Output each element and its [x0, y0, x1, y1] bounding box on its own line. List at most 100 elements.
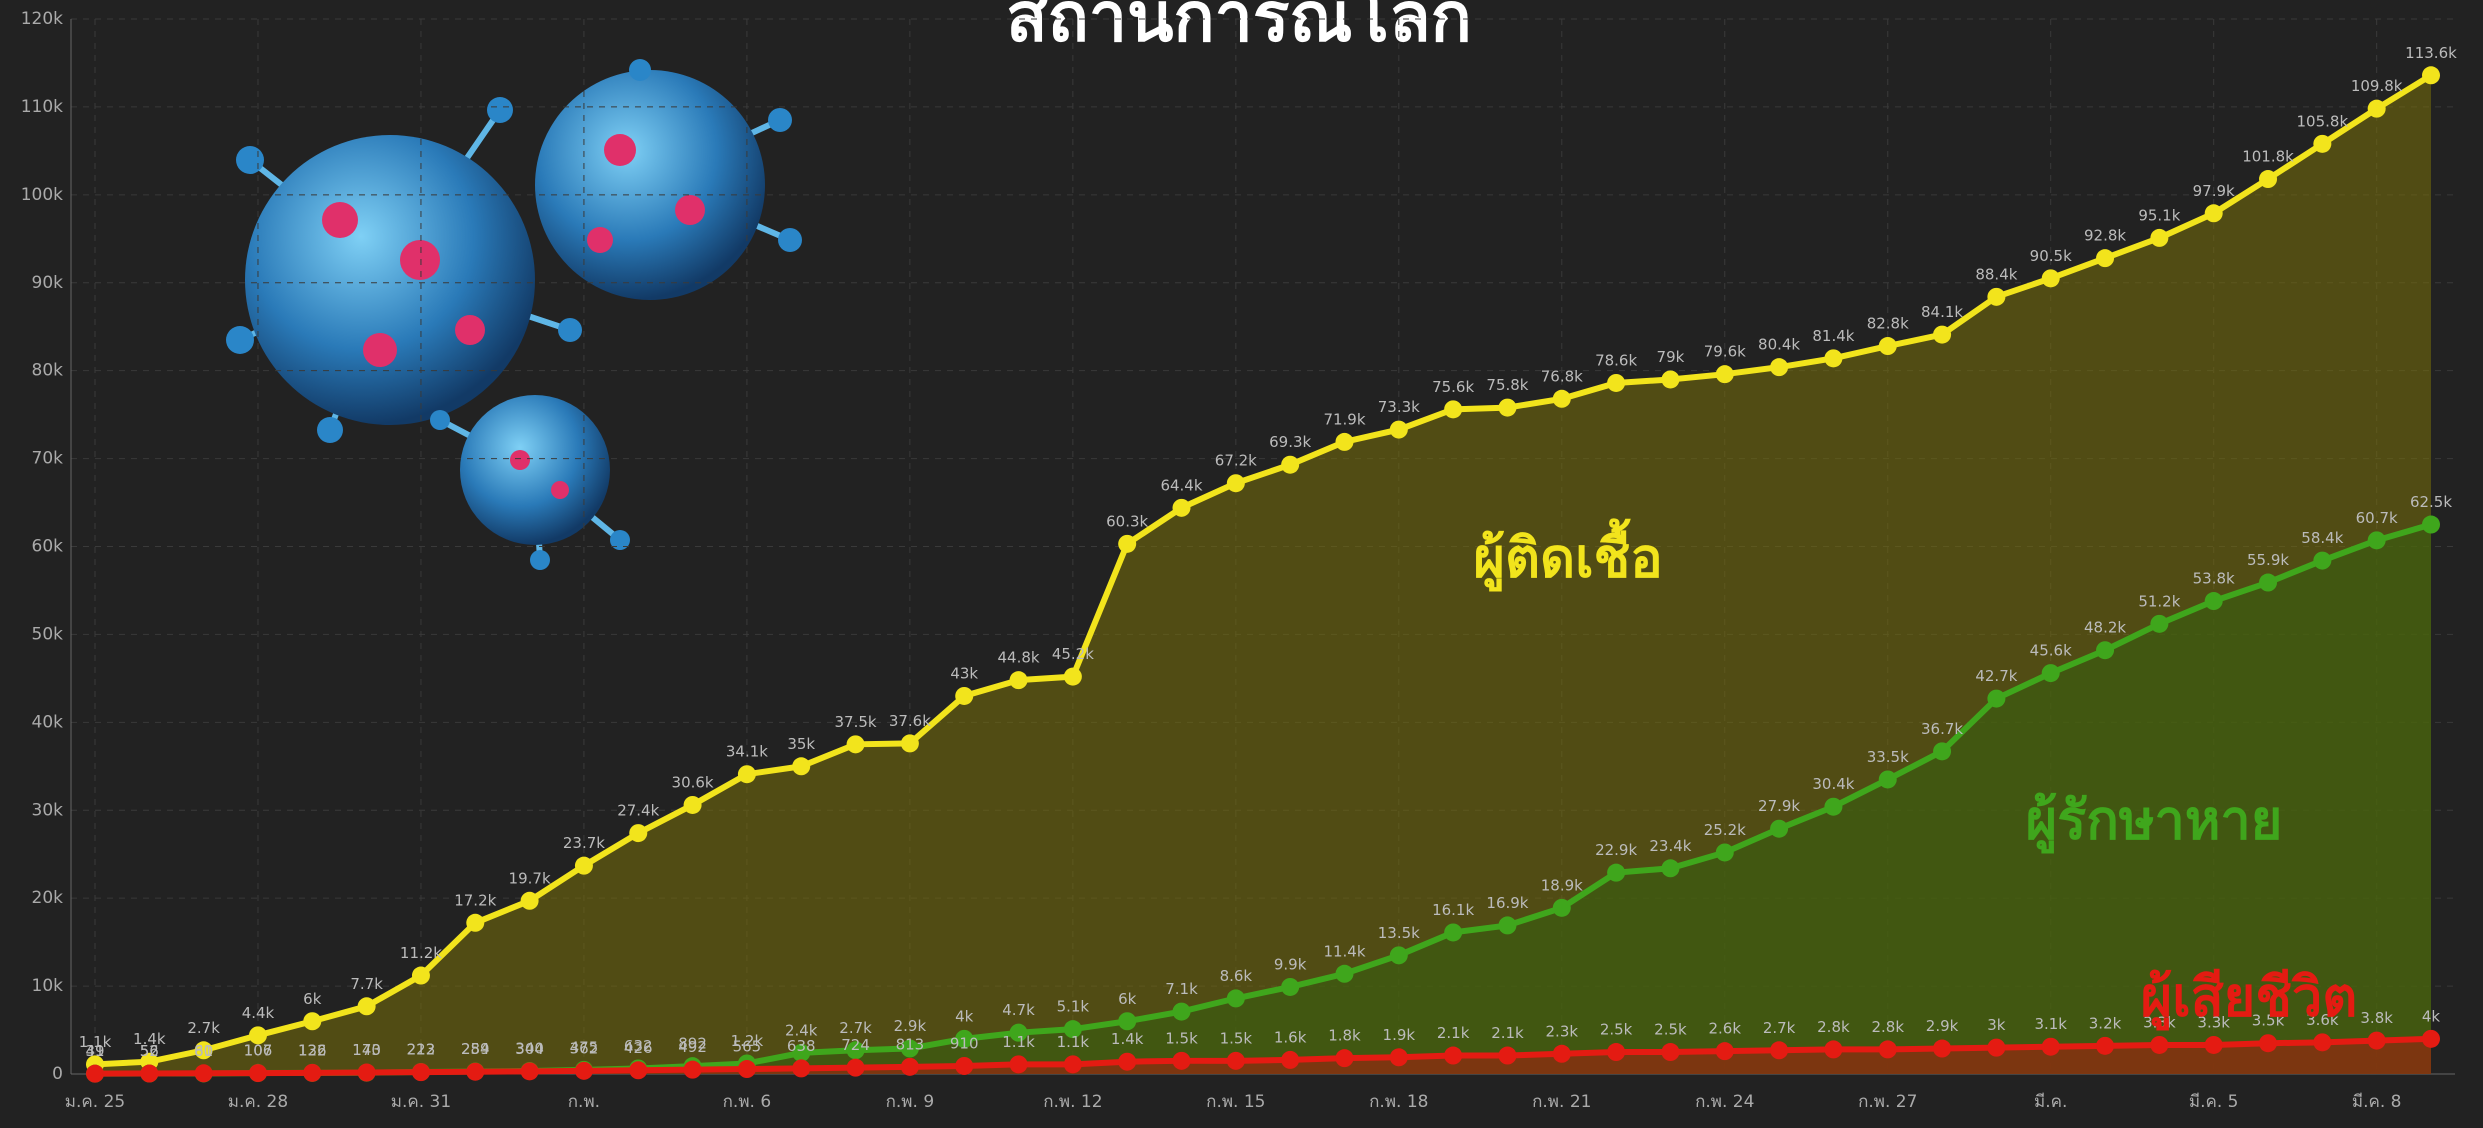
data-point [1444, 400, 1462, 418]
x-tick-label: ก.พ. 24 [1695, 1092, 1754, 1112]
data-point [1064, 668, 1082, 686]
x-tick-label: ม.ค. 31 [391, 1092, 451, 1112]
data-label: 76.8k [1541, 367, 1583, 385]
x-tick-label: มี.ค. 5 [2189, 1092, 2239, 1112]
data-label: 492 [678, 1038, 707, 1056]
data-label: 88.4k [1975, 265, 2017, 283]
data-label: 62.5k [2410, 493, 2452, 511]
data-point [1173, 1052, 1191, 1070]
data-label: 48.2k [2084, 619, 2126, 637]
data-label: 25.2k [1704, 821, 1746, 839]
data-label: 1.5k [1220, 1029, 1253, 1047]
data-point [1227, 474, 1245, 492]
data-point [1770, 820, 1788, 838]
x-tick-label: ก.พ. [568, 1092, 600, 1112]
data-point [1661, 1043, 1679, 1061]
data-point [1933, 326, 1951, 344]
data-label: 7.7k [350, 975, 383, 993]
y-tick-label: 50k [32, 624, 64, 644]
data-point [1716, 365, 1734, 383]
data-point [2259, 1034, 2277, 1052]
data-point [1933, 1040, 1951, 1058]
data-label: 53.8k [2193, 570, 2235, 588]
data-label: 16.9k [1486, 894, 1528, 912]
data-label: 71.9k [1323, 410, 1365, 428]
data-point [195, 1064, 213, 1082]
data-point [1173, 499, 1191, 517]
data-point [1661, 370, 1679, 388]
data-label: 3k [1987, 1016, 2006, 1034]
data-point [2313, 1033, 2331, 1051]
data-label: 75.8k [1486, 376, 1528, 394]
data-point [2205, 204, 2223, 222]
data-point [2150, 1036, 2168, 1054]
data-label: 426 [624, 1039, 653, 1057]
data-label: 51.2k [2138, 592, 2180, 610]
data-label: 362 [570, 1039, 599, 1057]
data-label: 2.8k [1817, 1018, 1850, 1036]
data-label: 3.8k [2360, 1009, 2393, 1027]
data-label: 55.9k [2247, 551, 2289, 569]
data-point [1716, 1042, 1734, 1060]
data-label: 23.7k [563, 834, 605, 852]
data-point [1607, 1043, 1625, 1061]
data-point [249, 1064, 267, 1082]
data-point [1987, 288, 2005, 306]
data-point [1390, 421, 1408, 439]
data-point [1335, 1049, 1353, 1067]
data-label: 4.4k [242, 1004, 275, 1022]
data-point [629, 824, 647, 842]
y-tick-label: 70k [32, 449, 64, 469]
x-tick-label: ก.พ. 21 [1532, 1092, 1591, 1112]
data-point [2096, 249, 2114, 267]
data-point [2096, 1037, 2114, 1055]
x-tick-label: ก.พ. 12 [1043, 1092, 1102, 1112]
data-label: 4k [955, 1007, 974, 1025]
data-label: 79k [1657, 348, 1685, 366]
data-point [1770, 1041, 1788, 1059]
data-label: 80 [194, 1042, 213, 1060]
data-label: 36.7k [1921, 720, 1963, 738]
data-label: 9.9k [1274, 955, 1307, 973]
data-point [1661, 859, 1679, 877]
data-point [2259, 574, 2277, 592]
chart: สถานการณ์โลก 010k20k30k40k50k60k70k80k90… [0, 0, 2483, 1124]
data-label: 95.1k [2138, 206, 2180, 224]
data-label: 73.3k [1378, 398, 1420, 416]
data-point [2205, 592, 2223, 610]
data-point [1444, 923, 1462, 941]
data-point [1553, 390, 1571, 408]
y-tick-label: 110k [21, 97, 63, 117]
data-label: 44.8k [997, 649, 1039, 667]
data-label: 34.1k [726, 743, 768, 761]
data-label: 109.8k [2351, 77, 2403, 95]
data-point [901, 734, 919, 752]
data-point [1879, 770, 1897, 788]
data-label: 1.5k [1165, 1029, 1198, 1047]
data-label: 43k [950, 664, 978, 682]
data-point [1824, 1040, 1842, 1058]
data-point [2150, 615, 2168, 633]
data-label: 30.4k [1812, 775, 1854, 793]
data-point [1173, 1003, 1191, 1021]
data-point [1987, 690, 2005, 708]
x-tick-label: มี.ค. 8 [2352, 1092, 2402, 1112]
data-label: 2.7k [839, 1019, 872, 1037]
data-label: 2.7k [1763, 1019, 1796, 1037]
data-label: 19.7k [509, 869, 551, 887]
data-label: 11.2k [400, 944, 442, 962]
data-label: 3.2k [2089, 1014, 2122, 1032]
data-point [1933, 742, 1951, 760]
data-point [358, 997, 376, 1015]
data-point [2422, 1030, 2440, 1048]
y-tick-label: 20k [32, 888, 64, 908]
data-label: 910 [950, 1034, 979, 1052]
data-label: 2.5k [1600, 1021, 1633, 1039]
data-point [2313, 135, 2331, 153]
data-point [1281, 456, 1299, 474]
data-label: 75.6k [1432, 378, 1474, 396]
data-label: 259 [461, 1040, 490, 1058]
series-label: ผู้ติดเชื้อ [1473, 519, 1662, 592]
data-point [738, 765, 756, 783]
data-point [412, 1063, 430, 1081]
